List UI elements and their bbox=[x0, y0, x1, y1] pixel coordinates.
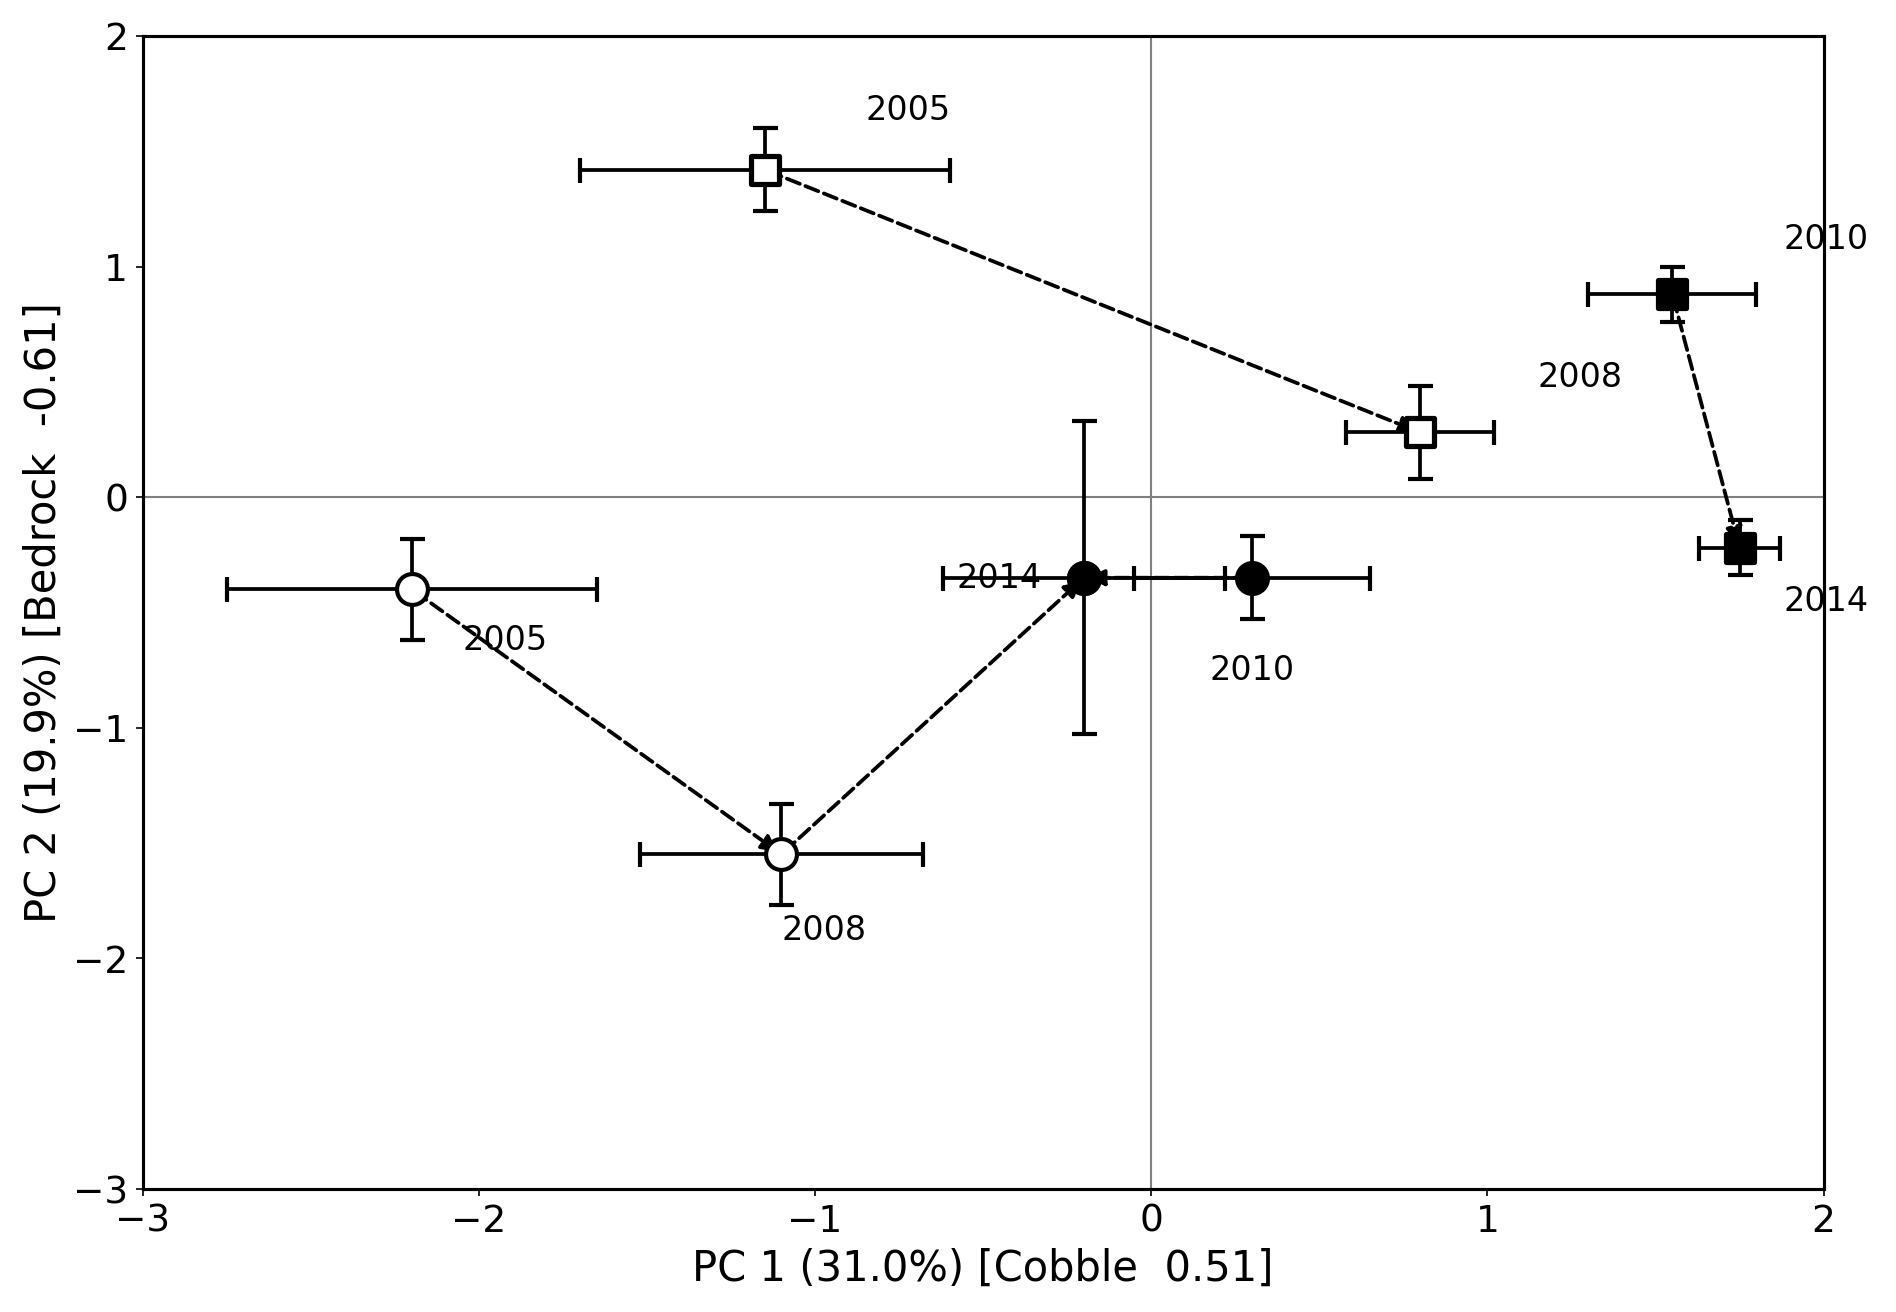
Point bbox=[1069, 568, 1100, 589]
Point bbox=[749, 160, 779, 181]
Text: 2014: 2014 bbox=[1784, 585, 1868, 618]
Text: 2014: 2014 bbox=[956, 562, 1041, 594]
Point bbox=[396, 579, 427, 600]
Y-axis label: PC 2 (19.9%) [Bedrock  -0.61]: PC 2 (19.9%) [Bedrock -0.61] bbox=[23, 302, 64, 922]
Text: 2008: 2008 bbox=[781, 914, 866, 947]
Text: 2005: 2005 bbox=[463, 623, 548, 657]
Text: 2008: 2008 bbox=[1538, 361, 1623, 394]
Point bbox=[1657, 285, 1687, 306]
Point bbox=[766, 844, 796, 865]
Point bbox=[1069, 568, 1100, 589]
Text: 2005: 2005 bbox=[865, 93, 950, 127]
Point bbox=[1725, 538, 1756, 559]
Point bbox=[1405, 422, 1435, 443]
Text: 2010: 2010 bbox=[1784, 223, 1868, 256]
Text: 2010: 2010 bbox=[1210, 655, 1295, 687]
Point bbox=[1236, 568, 1267, 589]
X-axis label: PC 1 (31.0%) [Cobble  0.51]: PC 1 (31.0%) [Cobble 0.51] bbox=[692, 1248, 1274, 1290]
